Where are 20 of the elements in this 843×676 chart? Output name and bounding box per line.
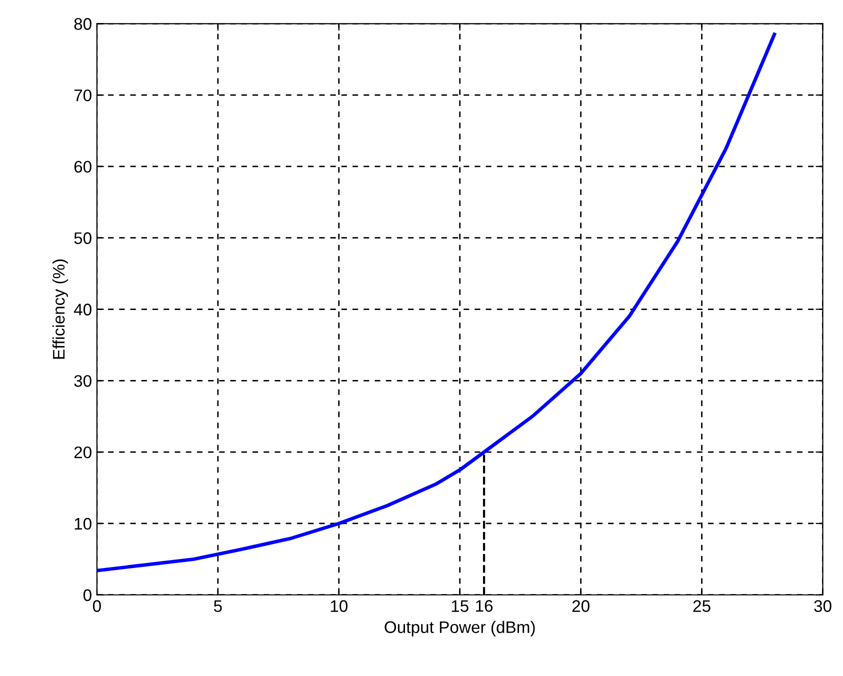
x-tick-label: 5: [214, 600, 222, 612]
y-tick-label: 70: [74, 89, 92, 102]
x-tick-label: 10: [330, 600, 348, 612]
y-tick-label: 10: [74, 518, 92, 530]
y-tick-label: 50: [74, 232, 92, 244]
x-tick-label: 20: [572, 600, 590, 612]
x-tick-label: 30: [814, 600, 832, 612]
y-tick-label: 20: [74, 446, 92, 458]
x-tick-label: 15: [452, 600, 468, 612]
x-tick-label: 16: [476, 600, 493, 612]
x-axis-title: Output Power (dBm): [384, 620, 535, 636]
line-series: [96, 32, 776, 572]
x-tick-label: 25: [693, 600, 710, 612]
y-tick-label: 40: [74, 304, 92, 316]
y-tick-label: 30: [74, 375, 92, 387]
x-tick-label: 0: [92, 600, 101, 612]
y-tick-label: 0: [83, 589, 92, 602]
y-axis-title: Efficiency (%): [52, 260, 68, 359]
y-tick-label: 60: [74, 160, 92, 173]
y-tick-label: 80: [74, 18, 92, 30]
